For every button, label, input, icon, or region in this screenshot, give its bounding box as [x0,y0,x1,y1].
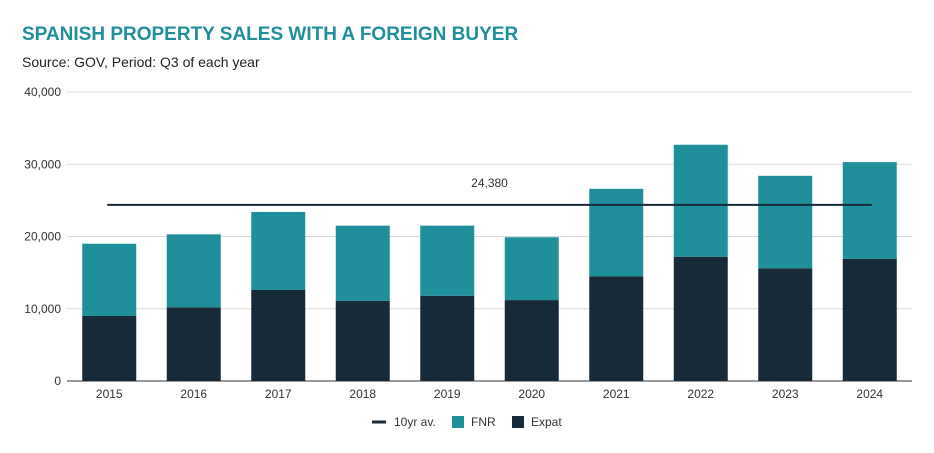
bar-expat [758,268,813,381]
x-tick-label: 2021 [603,387,630,401]
bar-fnr [166,234,221,308]
bar-fnr [673,144,728,257]
legend-fnr-swatch [452,416,464,428]
x-tick-label: 2022 [687,387,714,401]
y-tick-label: 10,000 [24,302,61,316]
x-tick-label: 2016 [180,387,207,401]
y-tick-label: 30,000 [24,157,61,171]
bar-fnr [504,237,559,301]
x-tick-label: 2023 [772,387,799,401]
x-tick-label: 2018 [349,387,376,401]
bar-expat [335,300,390,381]
bar-fnr [251,211,306,290]
x-tick-label: 2019 [434,387,461,401]
bar-expat [589,276,644,381]
bar-expat [166,307,221,381]
bar-expat [673,256,728,381]
legend-label: Expat [531,415,562,429]
chart-title: SPANISH PROPERTY SALES WITH A FOREIGN BU… [22,24,519,45]
y-tick-label: 40,000 [24,85,61,99]
bar-fnr [82,243,137,316]
bar-fnr [758,175,813,269]
bar-expat [842,258,897,381]
x-tick-label: 2017 [265,387,292,401]
bar-expat [504,300,559,381]
x-tick-label: 2015 [96,387,123,401]
x-tick-label: 2020 [518,387,545,401]
bar-fnr [842,162,897,259]
y-tick-label: 0 [54,374,61,388]
bar-fnr [420,225,475,296]
y-tick-label: 20,000 [24,230,61,244]
bar-expat [251,289,306,381]
average-label: 24,380 [471,176,508,190]
legend-expat-swatch [512,416,524,428]
bar-fnr [335,225,390,301]
bar-expat [420,295,475,381]
legend-label: 10yr av. [394,415,436,429]
bar-expat [82,315,137,381]
legend-label: FNR [471,415,496,429]
bar-fnr [589,188,644,277]
chart-subtitle: Source: GOV, Period: Q3 of each year [22,54,260,70]
x-tick-label: 2024 [856,387,883,401]
